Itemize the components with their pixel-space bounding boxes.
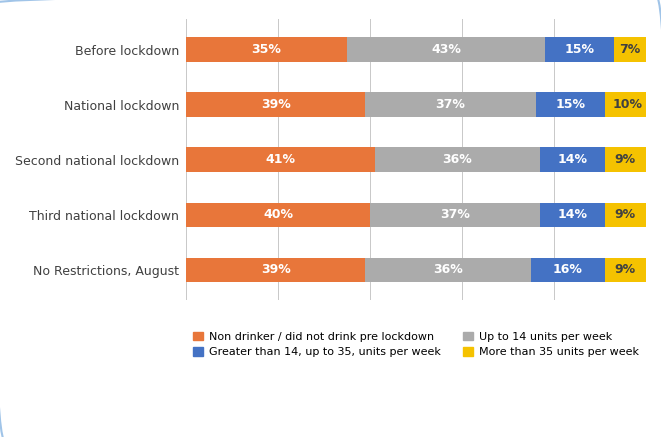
- Bar: [531, 257, 605, 282]
- Bar: [186, 147, 375, 172]
- Text: 7%: 7%: [619, 43, 641, 56]
- Text: 36%: 36%: [434, 264, 463, 277]
- Text: 9%: 9%: [615, 264, 636, 277]
- Text: 37%: 37%: [440, 208, 470, 222]
- Text: 37%: 37%: [436, 98, 465, 111]
- Text: 36%: 36%: [443, 153, 473, 166]
- Text: 14%: 14%: [557, 208, 588, 222]
- Bar: [347, 37, 545, 62]
- Bar: [605, 202, 646, 227]
- Text: 39%: 39%: [261, 264, 291, 277]
- Bar: [605, 257, 646, 282]
- Bar: [186, 92, 366, 117]
- Text: 9%: 9%: [615, 208, 636, 222]
- Bar: [370, 202, 540, 227]
- Bar: [186, 257, 366, 282]
- Bar: [605, 92, 650, 117]
- Bar: [366, 257, 531, 282]
- Bar: [540, 147, 605, 172]
- Legend: Non drinker / did not drink pre lockdown, Greater than 14, up to 35, units per w: Non drinker / did not drink pre lockdown…: [190, 328, 642, 361]
- Text: 9%: 9%: [615, 153, 636, 166]
- Text: 40%: 40%: [263, 208, 293, 222]
- Bar: [540, 202, 605, 227]
- Text: 10%: 10%: [613, 98, 642, 111]
- Text: 39%: 39%: [261, 98, 291, 111]
- Bar: [186, 37, 347, 62]
- Text: 35%: 35%: [252, 43, 282, 56]
- Text: 41%: 41%: [265, 153, 295, 166]
- Text: 14%: 14%: [557, 153, 588, 166]
- Bar: [366, 92, 535, 117]
- Text: 15%: 15%: [564, 43, 594, 56]
- Text: 43%: 43%: [431, 43, 461, 56]
- Bar: [535, 92, 605, 117]
- Bar: [605, 147, 646, 172]
- Text: 16%: 16%: [553, 264, 583, 277]
- Bar: [375, 147, 540, 172]
- Bar: [186, 202, 370, 227]
- Bar: [545, 37, 614, 62]
- Bar: [614, 37, 646, 62]
- Text: 15%: 15%: [555, 98, 585, 111]
